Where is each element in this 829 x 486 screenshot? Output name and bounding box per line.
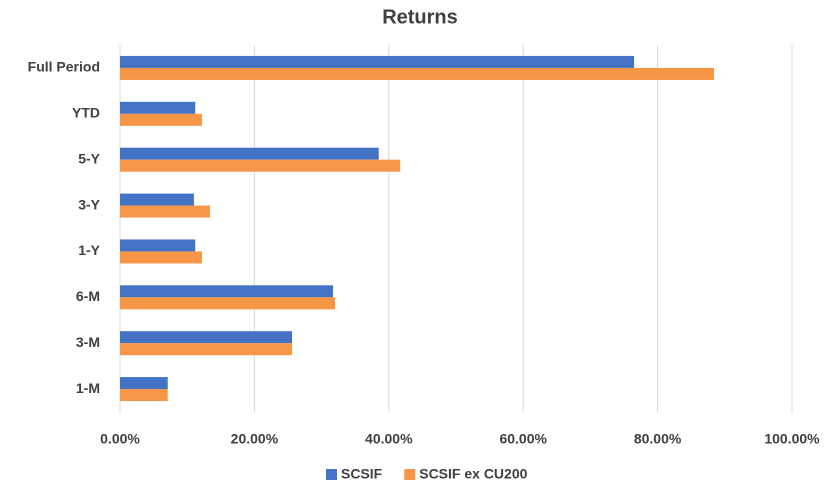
bar [120, 377, 168, 390]
bar [120, 159, 401, 172]
y-tick-label: 1-Y [78, 242, 100, 258]
legend-label: SCSIF [341, 466, 383, 482]
y-tick-label: YTD [72, 105, 100, 121]
bar [120, 67, 715, 80]
chart-title: Returns [382, 6, 458, 28]
y-tick-label: 5-Y [78, 150, 100, 166]
x-tick-label: 80.00% [634, 431, 682, 447]
bar [120, 205, 211, 218]
bar [120, 147, 379, 160]
x-tick-label: 20.00% [231, 431, 279, 447]
x-tick-label: 100.00% [764, 431, 820, 447]
bar [120, 55, 635, 68]
bar [120, 389, 168, 402]
bar [120, 101, 196, 114]
legend-swatch [326, 469, 337, 480]
bar [120, 331, 293, 344]
y-tick-label: Full Period [28, 59, 100, 75]
bar [120, 239, 196, 252]
bar [120, 297, 336, 310]
legend-label: SCSIF ex CU200 [419, 466, 527, 482]
y-tick-label: 3-Y [78, 196, 100, 212]
bar [120, 193, 194, 206]
y-tick-label: 1-M [76, 380, 100, 396]
x-tick-label: 40.00% [365, 431, 413, 447]
bar [120, 343, 293, 356]
bar [120, 113, 202, 126]
bar [120, 285, 334, 298]
y-tick-label: 6-M [76, 288, 100, 304]
y-tick-label: 3-M [76, 334, 100, 350]
legend-swatch [404, 469, 416, 480]
bar [120, 251, 202, 264]
x-tick-label: 0.00% [100, 431, 140, 447]
x-tick-label: 60.00% [499, 431, 547, 447]
